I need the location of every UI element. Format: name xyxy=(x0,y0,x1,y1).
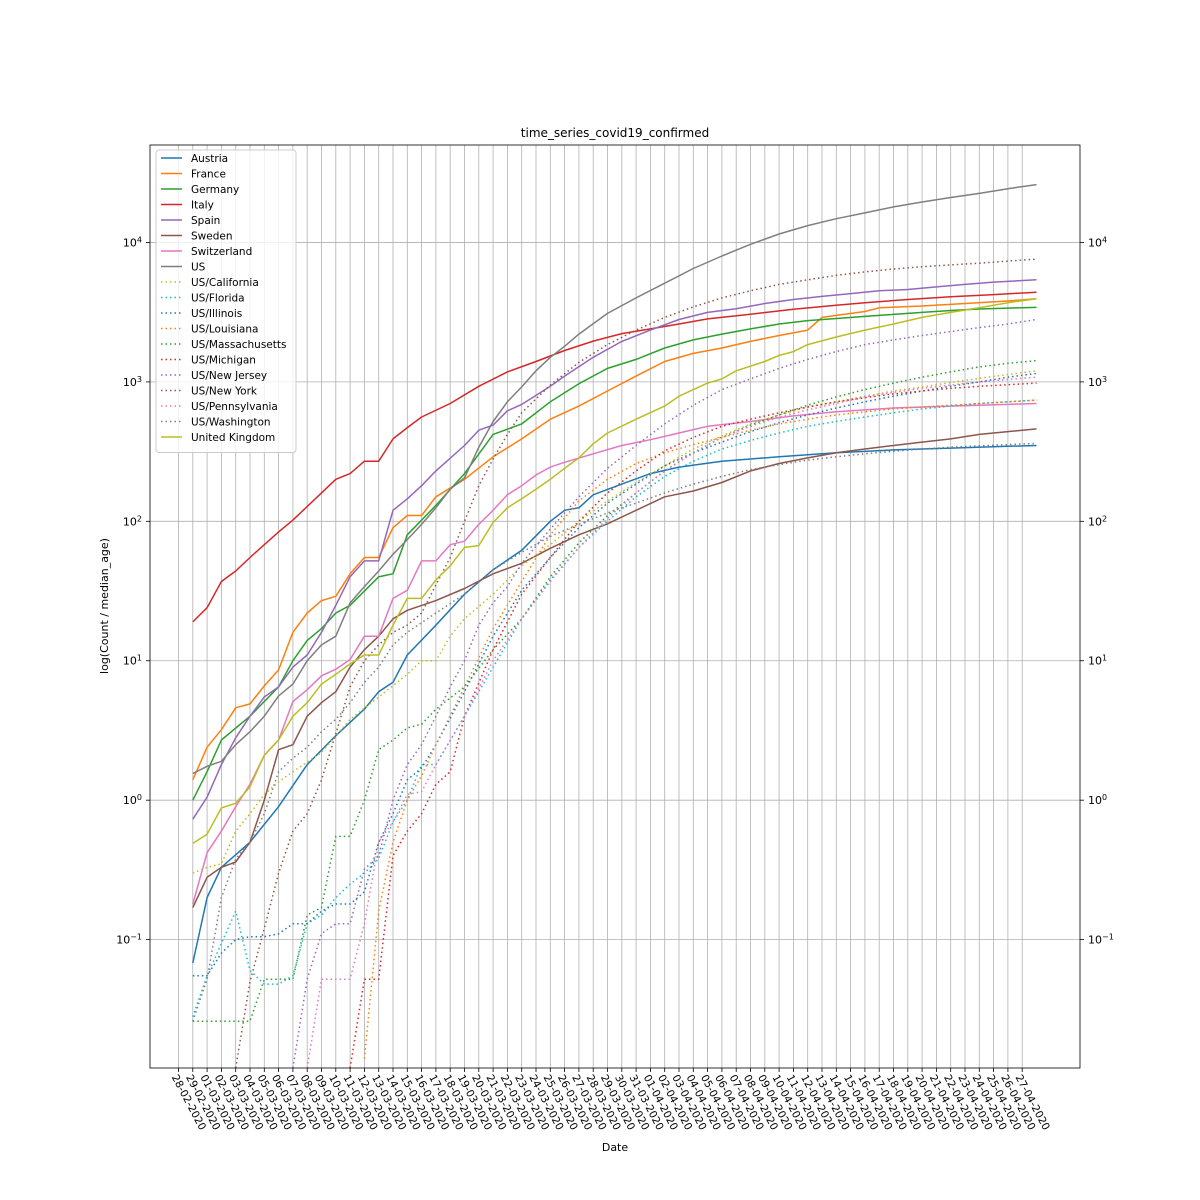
legend-label: Sweden xyxy=(191,231,233,243)
legend-label: Germany xyxy=(191,184,239,196)
legend-label: Italy xyxy=(191,200,214,212)
legend-label: US xyxy=(191,262,206,274)
series-line-us-new-jersey xyxy=(292,318,1037,1068)
x-axis-ticks: 28-02-202029-02-202001-03-202002-03-2020… xyxy=(169,1068,1052,1132)
y-tick-label-right: 100 xyxy=(1088,793,1107,808)
series-line-austria xyxy=(192,444,1037,964)
legend-label: Switzerland xyxy=(191,246,252,258)
y-tick-label: 10−1 xyxy=(116,932,142,947)
series-line-spain xyxy=(192,279,1037,820)
x-axis-label: Date xyxy=(602,1141,629,1154)
y-tick-label: 102 xyxy=(123,514,142,529)
legend-label: Spain xyxy=(191,215,220,227)
legend-label: US/Massachusetts xyxy=(191,339,286,351)
y-tick-label: 100 xyxy=(123,793,142,808)
series-line-us-massachusetts xyxy=(192,359,1037,1022)
data-series xyxy=(192,183,1037,1068)
series-line-us-new-york xyxy=(234,258,1037,1068)
legend-label: US/California xyxy=(191,277,259,289)
series-line-us-louisiana xyxy=(363,399,1037,1059)
series-line-germany xyxy=(192,306,1037,801)
y-tick-label: 103 xyxy=(123,374,142,389)
y-axis-label: log(Count / median_age) xyxy=(98,538,111,674)
series-line-us-california xyxy=(192,370,1037,874)
legend-label: US/New York xyxy=(191,386,258,398)
series-line-united-kingdom xyxy=(192,297,1037,845)
y-tick-label: 101 xyxy=(123,653,142,668)
plot-area-frame xyxy=(149,144,1081,1069)
series-line-us-florida xyxy=(192,399,1037,1017)
legend-box xyxy=(155,149,297,453)
legend-label: France xyxy=(191,169,226,181)
series-line-sweden xyxy=(192,428,1037,908)
series-line-france xyxy=(192,297,1037,781)
series-line-us xyxy=(192,183,1037,775)
legend-label: US/New Jersey xyxy=(191,370,267,382)
series-line-us-washington xyxy=(192,442,1037,1022)
series-line-italy xyxy=(192,291,1037,623)
legend-label: US/Louisiana xyxy=(191,324,258,336)
legend-label: US/Michigan xyxy=(191,355,256,367)
chart-title: time_series_covid19_confirmed xyxy=(521,126,709,140)
y-tick-label-right: 104 xyxy=(1088,235,1107,250)
y-tick-label-right: 101 xyxy=(1088,653,1107,668)
legend-label: Austria xyxy=(191,153,228,165)
legend-label: US/Illinois xyxy=(191,308,242,320)
y-tick-label: 104 xyxy=(123,235,142,250)
y-tick-label-right: 103 xyxy=(1088,374,1107,389)
legend-label: US/Florida xyxy=(191,293,245,305)
legend-label: United Kingdom xyxy=(191,432,275,444)
legend-label: US/Washington xyxy=(191,417,271,429)
series-line-switzerland xyxy=(192,402,1037,905)
legend-label: US/Pennsylvania xyxy=(191,401,278,413)
y-tick-label-right: 102 xyxy=(1088,514,1107,529)
legend: Austria France Germany Italy Spain Sweden Swit… xyxy=(155,149,297,453)
y-tick-label-right: 10−1 xyxy=(1088,932,1114,947)
y-axis-ticks: 10−1 10−1 100 100 101 101 102 102 103 103 104 104 xyxy=(116,235,1114,947)
